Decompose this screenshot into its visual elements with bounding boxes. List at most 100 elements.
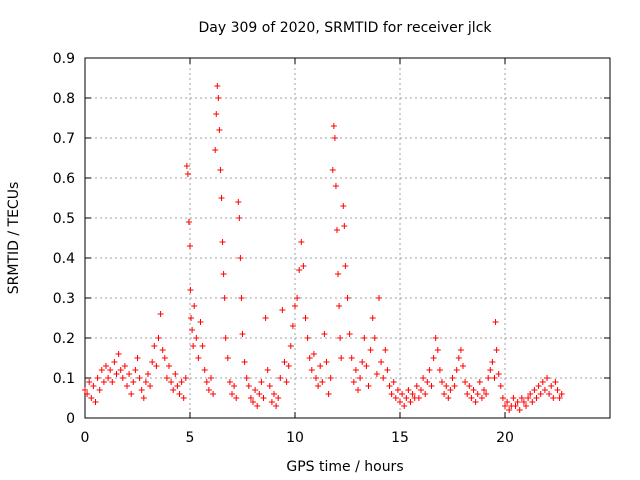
data-point xyxy=(111,359,118,365)
data-point xyxy=(109,379,116,385)
data-point xyxy=(415,395,422,401)
data-point xyxy=(285,363,292,369)
data-point xyxy=(464,391,471,397)
data-point xyxy=(342,263,349,269)
x-tick: 10 xyxy=(286,58,304,446)
data-point xyxy=(359,359,366,365)
data-point xyxy=(115,351,122,357)
data-point xyxy=(256,391,263,397)
data-point xyxy=(199,343,206,349)
data-point xyxy=(140,395,147,401)
data-point xyxy=(338,355,345,361)
data-point xyxy=(317,363,324,369)
data-point xyxy=(468,395,475,401)
data-point xyxy=(447,387,454,393)
data-point xyxy=(499,395,506,401)
data-point xyxy=(331,135,338,141)
data-point xyxy=(512,403,519,409)
data-point xyxy=(422,391,429,397)
y-tick: 0.5 xyxy=(53,211,610,227)
data-point xyxy=(520,399,527,405)
y-tick-label: 0.1 xyxy=(53,371,75,387)
data-point xyxy=(434,347,441,353)
data-point xyxy=(128,391,135,397)
y-tick: 0 xyxy=(66,411,610,427)
data-point xyxy=(552,379,559,385)
data-point xyxy=(510,395,517,401)
data-point xyxy=(191,303,198,309)
y-tick-label: 0.8 xyxy=(53,91,75,107)
data-point xyxy=(384,367,391,373)
data-marks xyxy=(82,83,565,413)
data-point xyxy=(537,391,544,397)
data-point xyxy=(96,387,103,393)
data-point xyxy=(487,367,494,373)
data-point xyxy=(365,383,372,389)
y-tick: 0.4 xyxy=(53,251,610,267)
data-point xyxy=(453,367,460,373)
data-point xyxy=(485,375,492,381)
data-point xyxy=(107,367,114,373)
y-tick: 0.3 xyxy=(53,291,610,307)
data-point xyxy=(369,315,376,321)
data-point xyxy=(340,203,347,209)
data-point xyxy=(558,391,565,397)
data-point xyxy=(136,375,143,381)
y-tick: 0.6 xyxy=(53,171,610,187)
data-point xyxy=(273,403,280,409)
data-point xyxy=(373,371,380,377)
data-point xyxy=(466,383,473,389)
y-tick-label: 0.7 xyxy=(53,131,75,147)
data-point xyxy=(321,331,328,337)
data-point xyxy=(233,395,240,401)
data-point xyxy=(449,375,456,381)
x-tick-label: 20 xyxy=(496,430,514,446)
y-axis-label: SRMTID / TECUs xyxy=(6,182,22,295)
data-point xyxy=(132,367,139,373)
data-point xyxy=(88,395,95,401)
data-point xyxy=(441,391,448,397)
data-point xyxy=(201,367,208,373)
data-point xyxy=(216,127,223,133)
data-point xyxy=(254,403,261,409)
data-point xyxy=(172,371,179,377)
data-point xyxy=(208,375,214,381)
data-point xyxy=(262,315,269,321)
data-point xyxy=(426,367,433,373)
x-tick: 15 xyxy=(391,58,409,446)
data-point xyxy=(237,255,244,261)
data-point xyxy=(221,295,228,301)
data-point xyxy=(386,383,393,389)
data-point xyxy=(178,379,185,385)
data-point xyxy=(502,403,508,409)
data-point xyxy=(260,395,267,401)
axis-ticks: 0 0.1 0.2 0.3 0.4 0.5 0.6 0.7 0.8 0.9 0 5 10 15 20 xyxy=(53,51,610,446)
data-point xyxy=(378,359,385,365)
data-point xyxy=(382,347,389,353)
data-point xyxy=(113,371,120,377)
data-point xyxy=(403,395,410,401)
data-point xyxy=(166,363,172,369)
data-point xyxy=(432,335,439,341)
data-point xyxy=(344,295,351,301)
data-point xyxy=(430,355,437,361)
data-point xyxy=(357,375,364,381)
data-point xyxy=(155,335,162,341)
data-point xyxy=(277,375,284,381)
y-tick-label: 0.4 xyxy=(53,251,75,267)
data-point xyxy=(250,399,256,405)
data-point xyxy=(190,343,197,349)
data-point xyxy=(153,363,160,369)
data-point xyxy=(304,335,311,341)
data-point xyxy=(217,167,224,173)
data-point xyxy=(476,379,483,385)
data-point xyxy=(533,395,540,401)
data-point xyxy=(367,347,374,353)
data-point xyxy=(341,223,348,229)
data-point xyxy=(289,323,296,329)
data-point xyxy=(184,171,191,177)
data-point xyxy=(188,315,195,321)
x-tick: 5 xyxy=(186,58,194,446)
data-point xyxy=(187,243,193,249)
